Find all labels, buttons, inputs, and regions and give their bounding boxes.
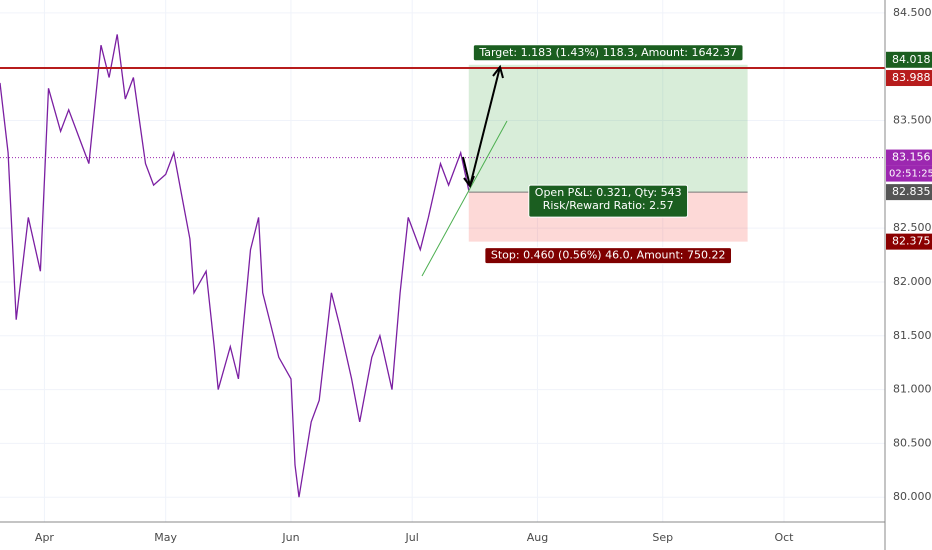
- stop-price-tag-bg: [886, 233, 932, 250]
- target-label: Target: 1.183 (1.43%) 118.3, Amount: 164…: [472, 44, 744, 62]
- y-tick-label: 81.000: [893, 383, 932, 396]
- x-tick-label: Aug: [527, 531, 548, 544]
- x-tick-label: Jun: [281, 531, 299, 544]
- y-tick-label: 80.000: [893, 490, 932, 503]
- position-zones: [468, 64, 748, 242]
- x-tick-label: Jul: [405, 531, 419, 544]
- y-tick-label: 82.000: [893, 275, 932, 288]
- arrow-head: [463, 175, 475, 189]
- entry-price-tag: 82.835: [892, 185, 931, 198]
- target-label-bg: [472, 44, 744, 62]
- arrow-head: [492, 64, 504, 79]
- price-line: [0, 34, 470, 498]
- line-price-tag-bg: [886, 70, 932, 87]
- x-tick-label: May: [154, 531, 177, 544]
- countdown-bg: [886, 165, 932, 182]
- countdown: 02:51:25: [889, 169, 932, 180]
- y-tick-label: 83.500: [893, 114, 932, 127]
- last-price-tag-bg: [886, 149, 932, 166]
- y-tick-label: 84.500: [893, 6, 932, 19]
- trend-line: [421, 120, 508, 277]
- target-label-text: Target: 1.183 (1.43%) 118.3, Amount: 164…: [478, 46, 737, 59]
- plot: [0, 34, 885, 498]
- target-price-tag-bg: [886, 51, 932, 68]
- pnl-label-bg: [528, 184, 689, 218]
- stop-price-tag: 82.375: [892, 235, 931, 248]
- y-tick-label: 80.500: [893, 436, 932, 449]
- stop-label: Stop: 0.460 (0.56%) 46.0, Amount: 750.22: [484, 247, 733, 265]
- y-tick-label: 82.500: [893, 221, 932, 234]
- y-tick-label: 81.500: [893, 329, 932, 342]
- x-tick-label: Oct: [774, 531, 794, 544]
- pnl-label-text: Risk/Reward Ratio: 2.57: [543, 199, 674, 212]
- labels: 80.000 80.500 81.000 81.500 82.000 82.500 83.5…: [35, 6, 932, 544]
- x-tick-label: Apr: [35, 531, 55, 544]
- stop-label-text: Stop: 0.460 (0.56%) 46.0, Amount: 750.22: [491, 249, 726, 262]
- target-price-tag: 84.018: [892, 53, 931, 66]
- line-price-tag: 83.988: [892, 71, 931, 84]
- entry-price-tag-bg: [886, 184, 932, 201]
- last-price-tag: 83.156: [892, 151, 931, 164]
- x-tick-label: Sep: [652, 531, 673, 544]
- arrows: [462, 64, 504, 189]
- pnl-label-text: Open P&L: 0.321, Qty: 543: [535, 186, 682, 199]
- target-zone: [468, 64, 748, 193]
- stop-label-bg: [484, 247, 733, 265]
